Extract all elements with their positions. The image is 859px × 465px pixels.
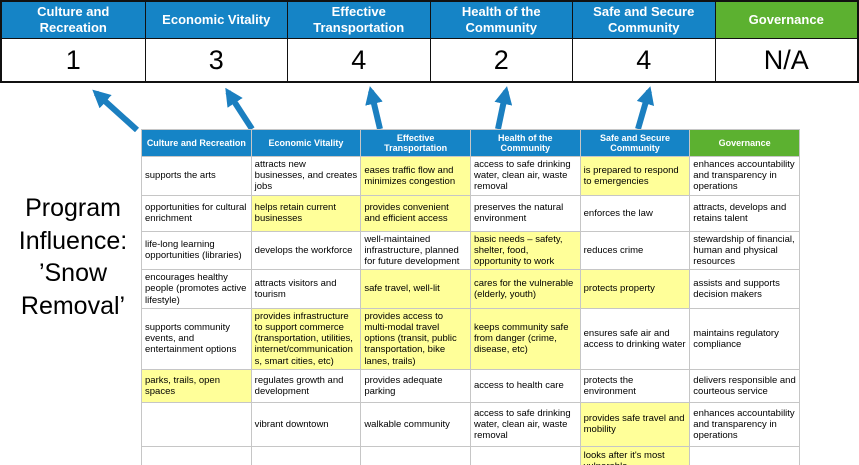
matrix-row: life-long learning opportunities (librar… <box>141 230 800 271</box>
score-value-economic-vitality: 3 <box>144 39 287 81</box>
matrix-row: vibrant downtown walkable community acce… <box>141 401 800 447</box>
matrix-row: looks after it's most vulnerable <box>141 445 800 465</box>
matrix-cell: walkable community <box>360 401 471 447</box>
matrix-header-health-of-the-community: Health of the Community <box>469 129 581 157</box>
matrix-cell: life-long learning opportunities (librar… <box>141 230 252 271</box>
matrix-cell: regulates growth and development <box>250 368 362 403</box>
matrix-header-safe-and-secure-community: Safe and Secure Community <box>579 129 691 157</box>
up-arrow-icon <box>635 86 655 130</box>
matrix-cell: attracts visitors and tourism <box>250 269 362 309</box>
matrix-cell: provides infrastructure to support comme… <box>250 307 362 370</box>
score-header-safe-and-secure-community: Safe and Secure Community <box>572 2 715 39</box>
score-value-health-of-the-community: 2 <box>429 39 572 81</box>
matrix-cell: supports community events, and entertain… <box>141 307 252 370</box>
score-value-governance: N/A <box>714 39 857 81</box>
score-header-culture-and-recreation: Culture and Recreation <box>2 2 145 39</box>
matrix-cell: well-maintained infrastructure, planned … <box>360 230 471 271</box>
up-arrow-icon <box>365 86 383 130</box>
matrix-header-culture-and-recreation: Culture and Recreation <box>141 129 252 157</box>
matrix-cell: access to health care <box>469 368 581 403</box>
matrix-cell: maintains regulatory compliance <box>689 307 800 370</box>
influence-matrix: Culture and Recreation Economic Vitality… <box>141 129 800 465</box>
matrix-cell: delivers responsible and courteous servi… <box>689 368 800 403</box>
matrix-cell: protects property <box>579 269 691 309</box>
matrix-row: parks, trails, open spaces regulates gro… <box>141 368 800 403</box>
matrix-cell: vibrant downtown <box>250 401 362 447</box>
matrix-cell: access to safe drinking water, clean air… <box>469 156 581 196</box>
matrix-cell: enhances accountability and transparency… <box>689 156 800 196</box>
score-summary-panel: Culture and Recreation Economic Vitality… <box>0 0 859 83</box>
up-arrow-icon <box>494 86 513 130</box>
score-header-health-of-the-community: Health of the Community <box>429 2 572 39</box>
matrix-cell: looks after it's most vulnerable <box>579 445 691 465</box>
up-arrow-icon <box>225 87 255 131</box>
matrix-cell <box>469 445 581 465</box>
score-header-governance: Governance <box>714 2 857 39</box>
matrix-cell: stewardship of financial, human and phys… <box>689 230 800 271</box>
matrix-cell: develops the workforce <box>250 230 362 271</box>
matrix-cell: access to safe drinking water, clean air… <box>469 401 581 447</box>
score-value-safe-and-secure-community: 4 <box>572 39 715 81</box>
score-value-culture-and-recreation: 1 <box>2 39 145 81</box>
matrix-row: supports the arts attracts new businesse… <box>141 156 800 196</box>
matrix-header-row: Culture and Recreation Economic Vitality… <box>141 129 800 157</box>
matrix-cell: provides convenient and efficient access <box>360 194 471 232</box>
matrix-cell <box>141 445 252 465</box>
matrix-cell <box>141 401 252 447</box>
matrix-header-governance: Governance <box>689 129 800 157</box>
matrix-row: encourages healthy people (promotes acti… <box>141 269 800 309</box>
score-header-effective-transportation: Effective Transportation <box>287 2 430 39</box>
matrix-cell: supports the arts <box>141 156 252 196</box>
matrix-header-economic-vitality: Economic Vitality <box>250 129 362 157</box>
matrix-cell: parks, trails, open spaces <box>141 368 252 403</box>
matrix-cell: reduces crime <box>579 230 691 271</box>
score-arrows <box>92 86 655 132</box>
matrix-cell: basic needs – safety, shelter, food, opp… <box>469 230 581 271</box>
matrix-cell: opportunities for cultural enrichment <box>141 194 252 232</box>
matrix-cell: ensures safe air and access to drinking … <box>579 307 691 370</box>
matrix-cell: provides adequate parking <box>360 368 471 403</box>
matrix-cell: provides safe travel and mobility <box>579 401 691 447</box>
matrix-cell: safe travel, well-lit <box>360 269 471 309</box>
matrix-cell: enforces the law <box>579 194 691 232</box>
matrix-cell <box>689 445 800 465</box>
matrix-row: supports community events, and entertain… <box>141 307 800 370</box>
matrix-row: opportunities for cultural enrichment he… <box>141 194 800 232</box>
matrix-cell: assists and supports decision makers <box>689 269 800 309</box>
matrix-cell: eases traffic flow and minimizes congest… <box>360 156 471 196</box>
program-title: Program Influence: ’Snow Removal’ <box>18 194 128 320</box>
matrix-cell: attracts new businesses, and creates job… <box>250 156 362 196</box>
matrix-cell: cares for the vulnerable (elderly, youth… <box>469 269 581 309</box>
matrix-cell: keeps community safe from danger (crime,… <box>469 307 581 370</box>
matrix-cell: preserves the natural environment <box>469 194 581 232</box>
matrix-cell: protects the environment <box>579 368 691 403</box>
matrix-cell: is prepared to respond to emergencies <box>579 156 691 196</box>
matrix-cell: attracts, develops and retains talent <box>689 194 800 232</box>
matrix-header-effective-transportation: Effective Transportation <box>360 129 471 157</box>
matrix-cell <box>360 445 471 465</box>
matrix-cell: enhances accountability and transparency… <box>689 401 800 447</box>
up-arrow-icon <box>92 89 140 132</box>
matrix-cell: provides access to multi-modal travel op… <box>360 307 471 370</box>
matrix-cell <box>250 445 362 465</box>
score-header-economic-vitality: Economic Vitality <box>144 2 287 39</box>
matrix-cell: helps retain current businesses <box>250 194 362 232</box>
matrix-cell: encourages healthy people (promotes acti… <box>141 269 252 309</box>
score-value-effective-transportation: 4 <box>287 39 430 81</box>
